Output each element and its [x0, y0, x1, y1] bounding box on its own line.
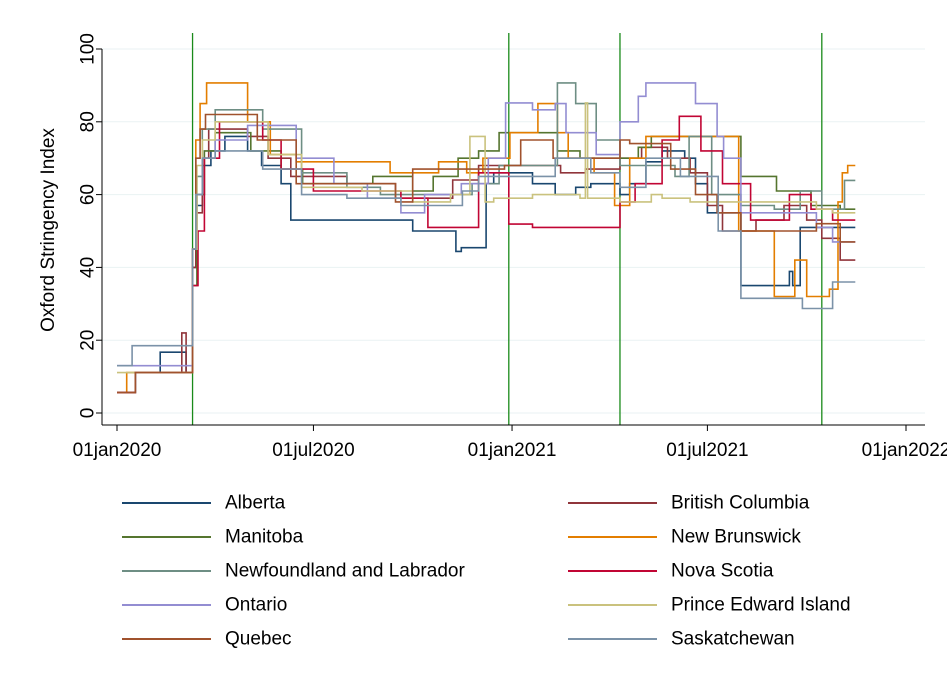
legend-label: Saskatchewan [671, 629, 795, 650]
legend-label: Quebec [225, 629, 292, 650]
legend-label: Nova Scotia [671, 561, 774, 582]
legend-label: Prince Edward Island [671, 595, 851, 616]
series-line-manitoba [117, 131, 856, 394]
series-line-alberta [117, 135, 856, 394]
series-line-prince-edward-island [117, 102, 856, 374]
y-axis-label: Oxford Stringency Index [38, 128, 59, 332]
series-lines [117, 82, 856, 394]
y-tick-label: 40 [78, 257, 99, 278]
series-line-new-brunswick [117, 82, 856, 394]
legend-label: Alberta [225, 493, 286, 514]
y-tick-label: 20 [78, 330, 99, 351]
y-tick-label: 100 [78, 33, 99, 65]
x-tick-label: 01jul2020 [272, 440, 354, 461]
y-tick-label: 60 [78, 184, 99, 205]
event-vertical-lines [191, 33, 823, 425]
series-line-saskatchewan [117, 150, 856, 367]
x-tick-label: 01jul2021 [666, 440, 748, 461]
series-line-ontario [117, 82, 856, 367]
legend-label: Newfoundland and Labrador [225, 561, 465, 582]
x-tick-label: 01jan2021 [468, 440, 557, 461]
x-tick-label: 01jan2022 [862, 440, 947, 461]
legend-label: New Brunswick [671, 527, 801, 548]
y-tick-label: 80 [78, 111, 99, 132]
legend: Alberta British Columbia Manitoba New Bruns… [122, 493, 851, 650]
legend-label: Ontario [225, 595, 287, 616]
series-line-quebec [117, 113, 856, 394]
x-tick-label: 01jan2020 [73, 440, 162, 461]
y-tick-label: 0 [78, 408, 99, 419]
legend-label: Manitoba [225, 527, 304, 548]
legend-label: British Columbia [671, 493, 810, 514]
axes: 0 20 40 60 80 100 01jan2020 01jul2020 01jan2021 0… [73, 33, 947, 461]
